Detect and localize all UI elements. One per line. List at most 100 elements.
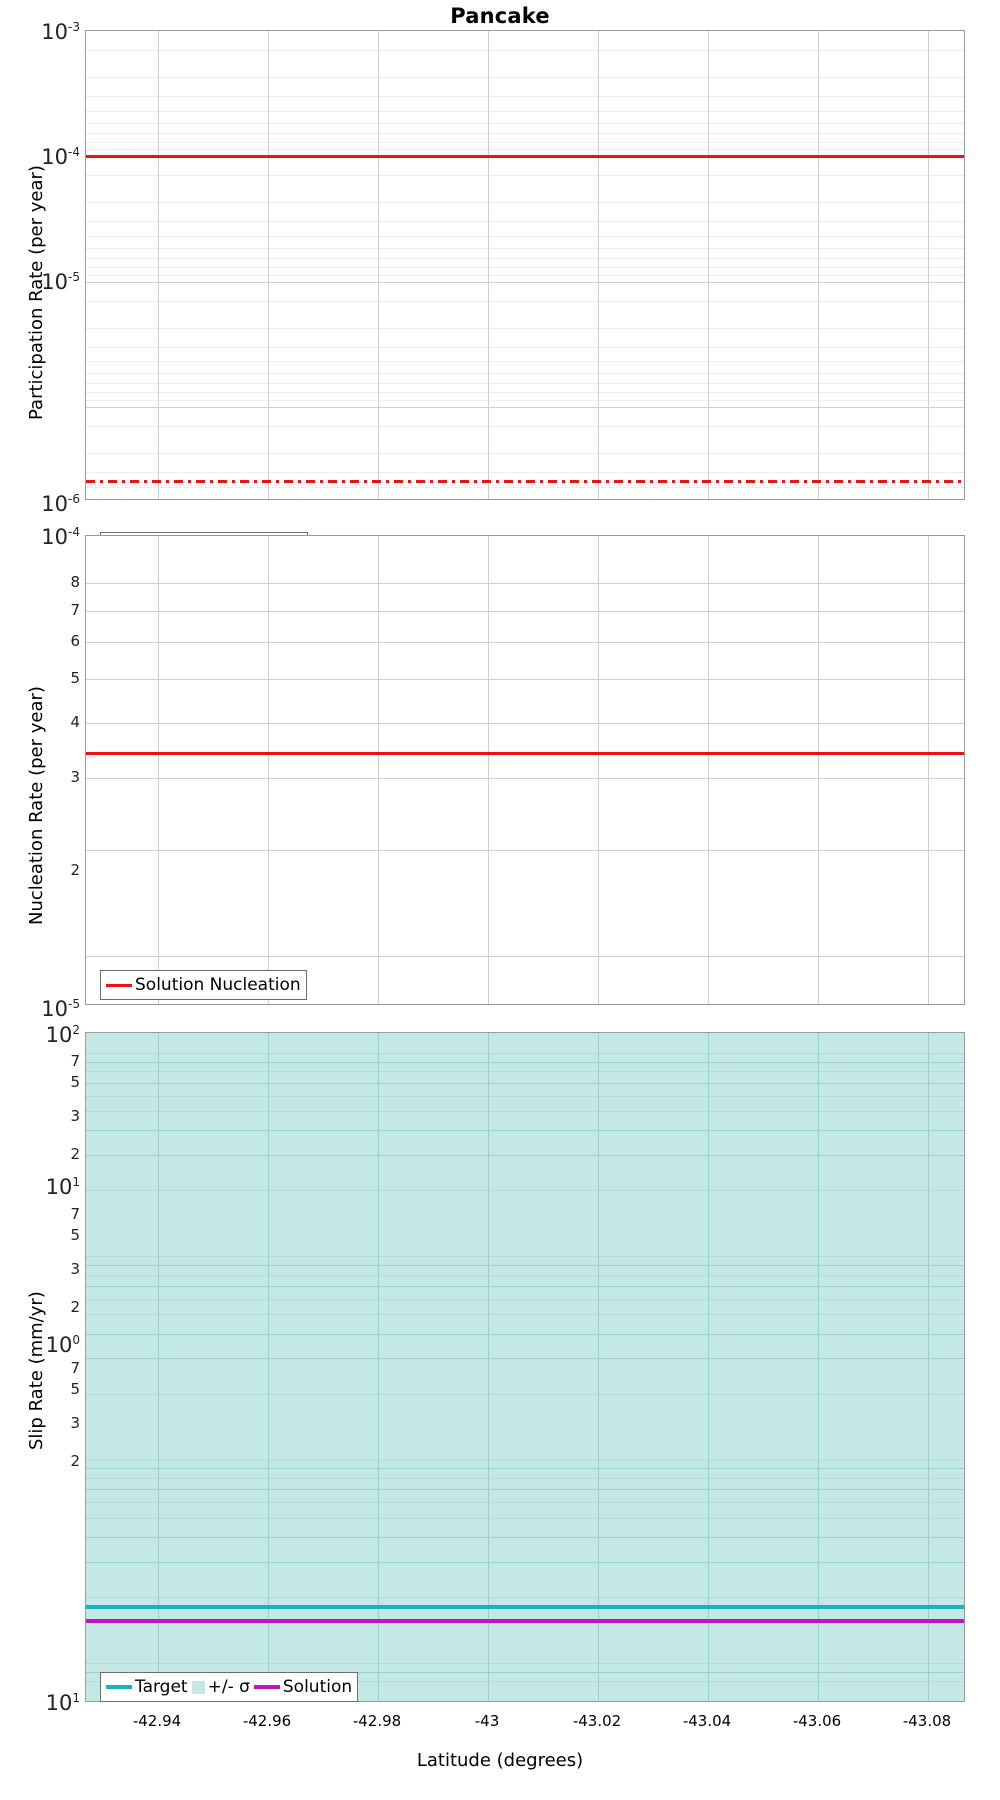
gridline-h <box>86 1071 964 1073</box>
ytick-1e-3: 10-3 <box>41 20 80 44</box>
gridline-v <box>268 536 269 1004</box>
gridline-v <box>378 536 379 1004</box>
gridline-h <box>86 486 964 488</box>
gridline-h <box>86 110 964 112</box>
gridline-h <box>86 452 964 454</box>
legend-entry-sigma[interactable]: +/- σ <box>191 1678 250 1696</box>
gridline-h <box>86 392 964 394</box>
gridline-h-major <box>86 850 964 852</box>
ytick-6: 6 <box>70 632 80 650</box>
gridline-h-major <box>86 678 964 680</box>
legend-entry-solution[interactable]: Solution <box>253 1678 352 1696</box>
gridline-v <box>818 536 819 1004</box>
gridline-h <box>86 1298 964 1300</box>
legend-entry-target[interactable]: Target <box>106 1676 188 1697</box>
legend-line-cyan-icon <box>106 1685 132 1689</box>
x-axis-title: Latitude (degrees) <box>416 1750 584 1771</box>
legend-label-solution-nucleation: Solution Nucleation <box>135 974 301 995</box>
xtick-0: -42.94 <box>132 1712 182 1730</box>
ytick-1e-4: 10-4 <box>41 525 80 549</box>
gridline-h-major <box>86 1358 964 1360</box>
gridline-h <box>86 266 964 268</box>
gridline-v <box>488 536 489 1004</box>
series-line-supra-seis <box>86 155 964 158</box>
ytick-2: 2 <box>70 861 80 879</box>
gridline-v <box>928 1033 929 1701</box>
gridline-h-major <box>86 1561 964 1563</box>
panel3-legend[interactable]: Target +/- σ Solution <box>100 1672 359 1702</box>
gridline-h <box>86 346 964 348</box>
xtick-4: -43.02 <box>572 1712 622 1730</box>
legend-label-target: Target <box>135 1676 188 1697</box>
gridline-h-major <box>86 1061 964 1063</box>
gridline-v <box>708 536 709 1004</box>
gridline-h <box>86 132 964 134</box>
ytick-1e-5: 10-5 <box>41 270 80 294</box>
gridline-h-major <box>86 281 964 283</box>
gridline-h <box>86 498 964 499</box>
xtick-5: -43.04 <box>682 1712 732 1730</box>
panel2-legend[interactable]: Solution Nucleation <box>100 970 307 1000</box>
gridline-v <box>158 1033 159 1701</box>
gridline-h <box>86 1681 964 1683</box>
ytick-0-3: 3 <box>70 1414 80 1432</box>
ytick-1e-6: 10-6 <box>41 492 80 516</box>
gridline-h <box>86 383 964 385</box>
gridline-v <box>818 1033 819 1701</box>
panel2-y-axis-title: Nucleation Rate (per year) <box>26 686 47 925</box>
gridline-h <box>86 247 964 249</box>
panel-participation-rate-axes <box>85 30 965 500</box>
gridline-h <box>86 1190 964 1192</box>
panel-slip-rate-axes <box>85 1032 965 1702</box>
gridline-h <box>86 1459 964 1461</box>
ytick-5: 5 <box>70 669 80 687</box>
gridline-v <box>268 1033 269 1701</box>
ytick-20: 2 <box>70 1145 80 1163</box>
legend-line-solid-icon <box>106 983 132 987</box>
gridline-v <box>158 536 159 1004</box>
gridline-h <box>86 49 964 51</box>
gridline-h <box>86 1502 964 1504</box>
ytick-70: 7 <box>70 1052 80 1070</box>
ytick-7: 7 <box>70 1205 80 1223</box>
series-line-solution <box>86 1619 964 1623</box>
gridline-h-major <box>86 610 964 612</box>
ytick-1e0: 100 <box>45 1333 80 1357</box>
legend-entry-solution-nucleation[interactable]: Solution Nucleation <box>106 974 301 995</box>
gridline-h <box>86 1256 964 1258</box>
gridline-h <box>86 1393 964 1395</box>
ytick-50: 5 <box>70 1073 80 1091</box>
gridline-v <box>598 536 599 1004</box>
gridline-h <box>86 300 964 302</box>
ytick-1e-5: 10-5 <box>41 997 80 1021</box>
gridline-h-major <box>86 778 964 780</box>
gridline-h-major <box>86 1155 964 1157</box>
gridline-h <box>86 141 964 143</box>
gridline-h-major <box>86 1536 964 1538</box>
gridline-h-major <box>86 406 964 408</box>
gridline-h <box>86 1052 964 1054</box>
gridline-h <box>86 1662 964 1664</box>
gridline-h <box>86 274 964 276</box>
gridline-v <box>708 1033 709 1701</box>
gridline-h-major <box>86 583 964 585</box>
gridline-v <box>488 1033 489 1701</box>
gridline-h <box>86 221 964 223</box>
gridline-h-major <box>86 1082 964 1084</box>
gridline-h-major <box>86 722 964 724</box>
ytick-7: 7 <box>70 601 80 619</box>
gridline-v <box>378 1033 379 1701</box>
ytick-0-7: 7 <box>70 1359 80 1377</box>
series-line-target <box>86 1605 964 1609</box>
gridline-h <box>86 95 964 97</box>
gridline-h <box>86 149 964 151</box>
xtick-7: -43.08 <box>902 1712 952 1730</box>
gridline-h <box>86 175 964 177</box>
xtick-3: -43 <box>474 1712 500 1730</box>
panel-nucleation-rate-axes <box>85 535 965 1005</box>
xtick-6: -43.06 <box>792 1712 842 1730</box>
gridline-v <box>268 31 269 499</box>
gridline-h <box>86 361 964 363</box>
gridline-h <box>86 122 964 124</box>
ytick-4: 4 <box>70 713 80 731</box>
